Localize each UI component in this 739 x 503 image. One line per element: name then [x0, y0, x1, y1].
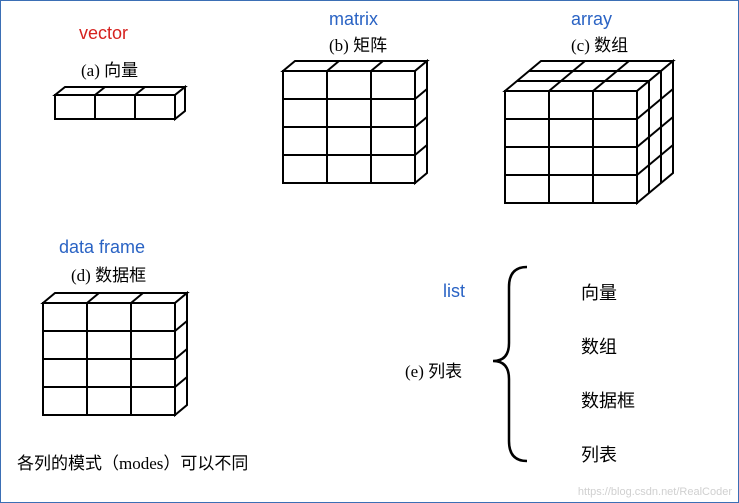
vector-shape [51, 83, 201, 133]
matrix-en-label: matrix [329, 9, 378, 30]
list-cn-label: (e) 列表 [405, 357, 462, 382]
dataframe-shape [39, 289, 239, 439]
list-item: 列表 [581, 441, 635, 467]
watermark: https://blog.csdn.net/RealCoder [578, 486, 732, 498]
list-en-label: list [443, 281, 465, 302]
dataframe-cn-label: (d) 数据框 [71, 261, 146, 286]
matrix-shape [279, 57, 449, 197]
array-cn-label: (c) 数组 [571, 31, 628, 56]
list-brace [491, 261, 551, 481]
vector-en-label: vector [79, 23, 128, 44]
dataframe-note: 各列的模式（modes）可以不同 [17, 449, 248, 474]
array-shape [501, 57, 711, 217]
diagram-canvas: vector (a) 向量 matrix (b) 矩阵 array (c) 数组… [0, 0, 739, 503]
matrix-cn-label: (b) 矩阵 [329, 31, 387, 56]
dataframe-en-label: data frame [59, 237, 145, 258]
array-en-label: array [571, 9, 612, 30]
list-items: 向量 数组 数据框 列表 [581, 279, 635, 495]
vector-cn-label: (a) 向量 [81, 56, 138, 81]
list-item: 数组 [581, 333, 635, 359]
list-item: 向量 [581, 279, 635, 305]
list-item: 数据框 [581, 387, 635, 413]
